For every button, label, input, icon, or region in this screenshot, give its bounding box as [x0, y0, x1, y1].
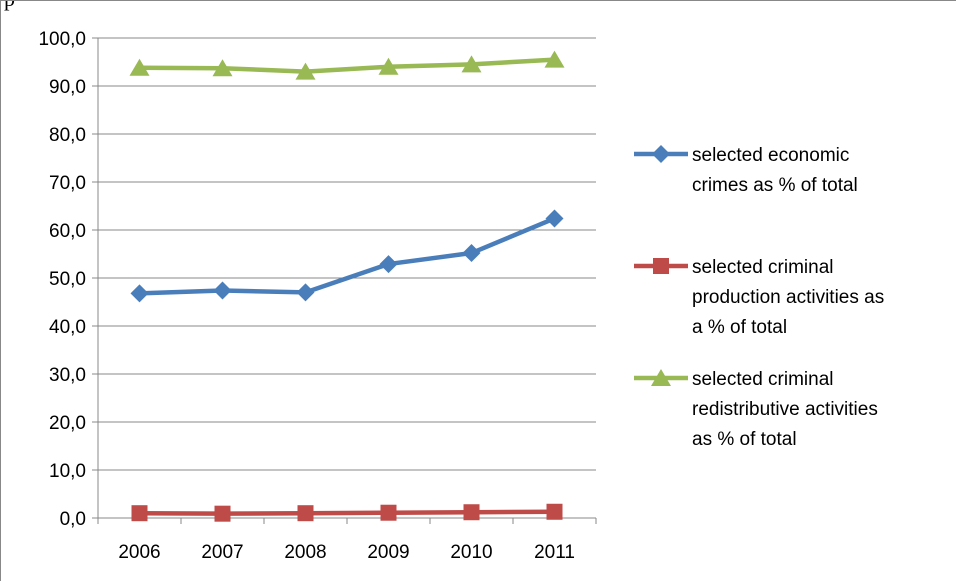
legend-label: production activities as: [692, 287, 884, 308]
legend-label: redistributive activities: [692, 399, 878, 420]
x-tick-label: 2006: [118, 542, 160, 563]
data-point: [296, 283, 315, 302]
legend-entry-2: selected criminal production activities a…: [634, 257, 884, 338]
data-point: [462, 244, 481, 263]
data-point: [214, 505, 231, 522]
y-tick-label: 60,0: [49, 221, 86, 242]
y-tick-label: 100,0: [38, 29, 86, 50]
data-point: [546, 503, 563, 520]
legend-label: selected criminal: [692, 257, 834, 278]
x-tick-label: 2011: [534, 542, 575, 563]
series-line: [139, 216, 556, 296]
legend-marker: [651, 369, 671, 386]
legend-label: selected economic: [692, 145, 849, 166]
data-point: [545, 209, 564, 228]
axes: 0,0 10,0 20,0 30,0 40,0 50,0 60,0 70,0 80,0 90,0 1…: [38, 29, 597, 563]
data-point: [131, 505, 148, 522]
data-point: [544, 50, 565, 68]
series-3: [129, 50, 565, 80]
series-group: [129, 50, 565, 522]
legend-marker: [653, 258, 669, 274]
x-tick-label: 2010: [450, 542, 492, 563]
legend-entry-3: selected criminal redistributive activiti…: [634, 369, 878, 450]
series-2: [131, 503, 563, 522]
x-tick-label: 2009: [367, 542, 409, 563]
data-point: [213, 281, 232, 300]
legend-label: a % of total: [692, 317, 787, 338]
y-tick-label: 70,0: [49, 173, 86, 194]
data-point: [130, 284, 149, 303]
legend-marker: [652, 145, 670, 163]
y-tick-label: 20,0: [49, 413, 86, 434]
legend-label: selected criminal: [692, 369, 834, 390]
data-point: [380, 504, 397, 521]
data-point: [379, 255, 398, 274]
y-tick-label: 40,0: [49, 317, 86, 338]
data-point: [378, 57, 399, 75]
legend-label: as % of total: [692, 429, 797, 450]
data-point: [461, 55, 482, 73]
y-tick-label: 30,0: [49, 365, 86, 386]
series-line: [139, 509, 555, 516]
y-tick-label: 50,0: [49, 269, 86, 290]
data-point: [463, 504, 480, 521]
y-tick-label: 80,0: [49, 125, 86, 146]
y-tick-label: 10,0: [49, 461, 86, 482]
data-point: [129, 58, 150, 76]
data-point: [295, 62, 316, 80]
gridlines: [98, 37, 596, 471]
series-line: [139, 57, 555, 74]
data-point: [212, 59, 233, 77]
legend-label: crimes as % of total: [692, 175, 858, 196]
legend-entry-1: selected economic crimes as % of total: [634, 145, 858, 196]
x-tick-label: 2008: [284, 542, 326, 563]
cropped-caption-text: p: [4, 0, 15, 12]
x-tick-label: 2007: [201, 542, 243, 563]
data-point: [297, 505, 314, 522]
y-tick-label: 90,0: [49, 77, 86, 98]
y-tick-label: 0,0: [60, 509, 86, 530]
series-1: [130, 209, 564, 303]
